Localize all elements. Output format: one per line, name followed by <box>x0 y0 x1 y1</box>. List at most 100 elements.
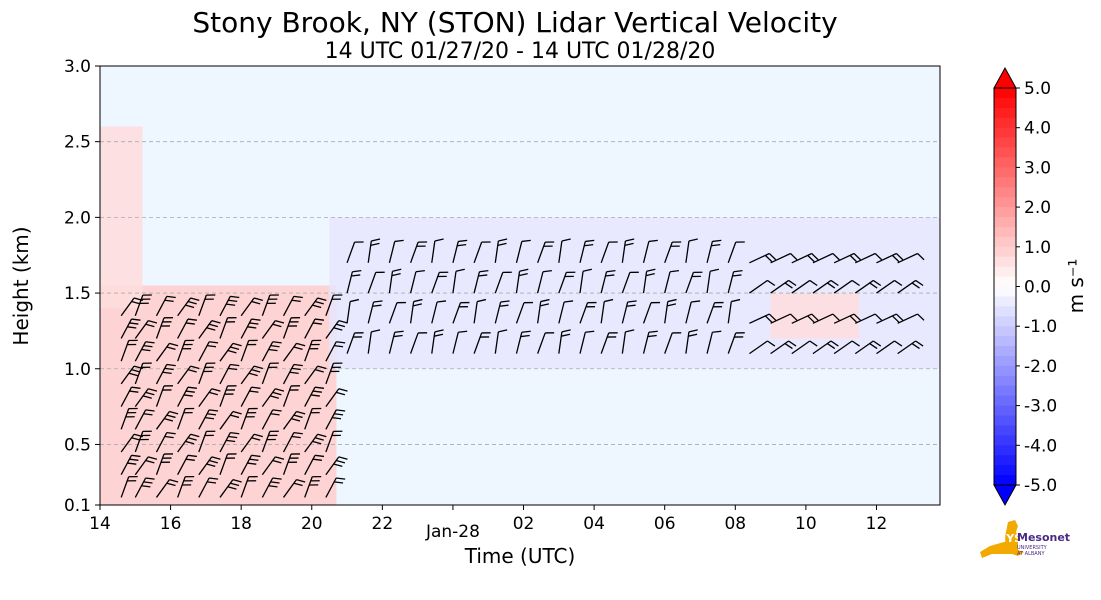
wind-barb <box>621 271 639 294</box>
wind-barb-staff <box>304 454 316 476</box>
wind-barb-flag <box>208 459 219 464</box>
colorbar-band <box>994 187 1016 198</box>
wind-barb-staff <box>325 341 337 362</box>
wind-barb <box>494 300 510 324</box>
wind-barb <box>240 339 258 362</box>
x-tick-label: 18 <box>230 514 252 534</box>
wind-barb-staff <box>325 456 340 476</box>
wind-barb-flag <box>314 369 324 373</box>
wind-barb <box>706 330 722 354</box>
chart-title: Stony Brook, NY (STON) Lidar Vertical Ve… <box>192 6 837 39</box>
wind-barb-flag <box>145 323 155 328</box>
wind-barb-flag <box>498 238 508 242</box>
wind-barb <box>325 477 346 498</box>
wind-barb <box>240 433 263 453</box>
wind-barb <box>155 431 176 453</box>
wind-barb-flag <box>185 304 195 309</box>
wind-barb <box>833 340 860 355</box>
wind-barb-flag <box>129 390 139 393</box>
wind-barb <box>473 241 491 264</box>
colorbar-band <box>994 88 1016 99</box>
wind-barb-staff <box>854 340 874 355</box>
colorbar-band <box>994 177 1016 188</box>
wind-barb-flag <box>293 295 303 299</box>
wind-barb-staff <box>642 271 648 294</box>
wind-barb <box>304 339 322 362</box>
wind-barb <box>642 301 661 324</box>
wind-barb <box>219 363 240 385</box>
wind-barb <box>600 241 618 264</box>
wind-barb-flag <box>915 340 924 347</box>
wind-barbs <box>120 238 925 498</box>
wind-barb-flag <box>853 313 861 321</box>
wind-barb-flag <box>275 456 285 460</box>
wind-barb-flag <box>499 304 509 307</box>
wind-barb-flag <box>232 479 242 483</box>
wind-barb-staff <box>452 302 462 324</box>
wind-barb-staff <box>198 363 207 385</box>
wind-barb-staff <box>749 340 768 355</box>
wind-barb-staff <box>304 386 316 407</box>
wind-barb-staff <box>304 318 316 339</box>
wind-barb <box>812 252 840 264</box>
wind-barb-flag <box>625 329 635 333</box>
wind-barb-staff <box>346 332 356 354</box>
wind-barb-flag <box>166 482 176 487</box>
wind-barb-flag <box>296 342 306 347</box>
wind-barb-staff <box>812 252 834 264</box>
wind-barb <box>812 340 839 355</box>
wind-barb-staff <box>537 271 544 294</box>
wind-barb-staff <box>431 331 436 354</box>
wind-barb <box>283 479 306 498</box>
wind-barb-flag <box>312 458 322 461</box>
wind-barb-staff <box>600 332 610 354</box>
wind-barb-staff <box>304 340 313 362</box>
wind-barb-flag <box>190 365 200 370</box>
wind-barb <box>120 386 141 407</box>
wind-barb <box>833 279 860 294</box>
wind-barb-flag <box>336 323 346 328</box>
wind-barb-flag <box>207 481 217 484</box>
wind-barb-flag <box>314 386 325 389</box>
wind-barb-staff <box>621 272 631 294</box>
wind-barb-flag <box>561 333 571 337</box>
wind-barb <box>198 477 219 498</box>
wind-barb <box>177 365 200 385</box>
wind-barb <box>219 431 240 453</box>
wind-barb-staff <box>409 241 419 264</box>
wind-barb-staff <box>120 386 133 407</box>
wind-barb <box>515 301 534 324</box>
wind-barb-staff <box>346 271 354 294</box>
wind-barb-flag <box>647 334 657 338</box>
wind-barb-flag <box>807 315 815 323</box>
wind-barb-staff <box>261 363 271 385</box>
wind-barb-flag <box>141 348 151 352</box>
wind-barb <box>812 279 839 294</box>
wind-barb-flag <box>711 244 721 247</box>
wind-barb-flag <box>129 458 139 461</box>
wind-barb-staff <box>282 432 295 453</box>
wind-barb-flag <box>314 437 324 441</box>
wind-barb-flag <box>392 268 402 272</box>
wind-barb-flag <box>895 313 904 321</box>
wind-barb-flag <box>606 270 616 273</box>
wind-barb-flag <box>371 329 381 333</box>
wind-barb <box>155 342 179 362</box>
wind-barb-flag <box>169 479 179 483</box>
wind-barb <box>791 279 818 294</box>
wind-barb-flag <box>145 477 155 480</box>
wind-barb-flag <box>784 282 793 289</box>
chart-subtitle: 14 UTC 01/27/20 - 14 UTC 01/28/20 <box>325 39 716 64</box>
wind-barb-staff <box>621 331 627 354</box>
wind-barb-staff <box>325 431 335 453</box>
wind-barb-flag <box>230 482 240 487</box>
wind-barb <box>494 271 512 294</box>
wind-barb-flag <box>457 244 467 247</box>
wind-barb <box>198 320 221 339</box>
wind-barb-staff <box>155 317 165 339</box>
wind-barb <box>537 270 552 294</box>
wind-barb-flag <box>211 320 221 324</box>
y-tick-label: 2.0 <box>64 208 91 228</box>
wind-barb-flag <box>393 334 403 338</box>
wind-barb-staff <box>664 271 671 294</box>
